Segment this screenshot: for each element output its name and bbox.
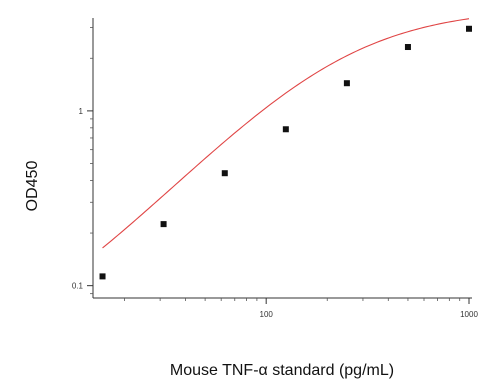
y-tick-label: 1 [79,107,84,116]
data-point [99,273,106,280]
x-ticks: 100 1000 [124,298,478,319]
data-point [160,221,167,228]
data-point [404,44,411,51]
data-point [343,80,350,87]
data-point [282,126,289,133]
data-point [221,170,228,177]
data-point [466,25,472,32]
y-tick-label: 0.1 [72,282,84,291]
x-tick-label: 1000 [460,310,478,319]
data-points [99,25,472,280]
y-ticks: 0.11 [72,27,93,295]
y-axis-title: OD450 [24,161,41,212]
plot-area: 100 1000 0.11 [72,18,478,319]
x-tick-label: 100 [260,310,274,319]
fit-curve [102,18,470,249]
x-axis-title: Mouse TNF-α standard (pg/mL) [170,362,394,379]
